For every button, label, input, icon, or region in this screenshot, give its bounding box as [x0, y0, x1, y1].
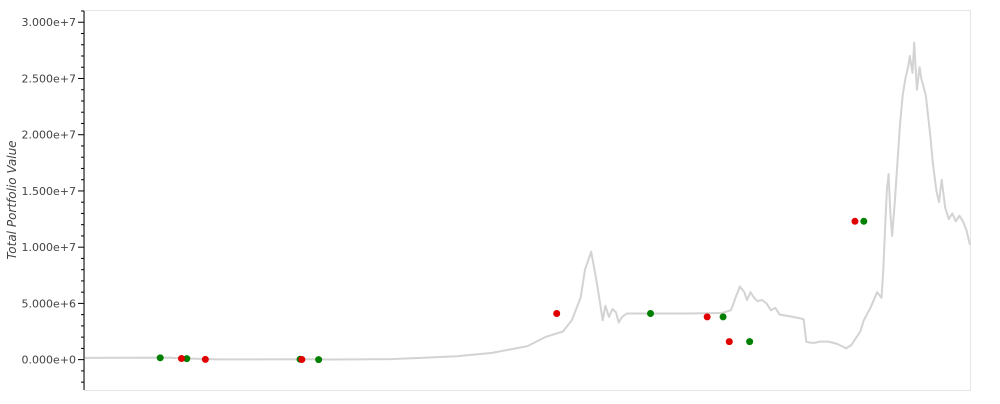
sell-point — [298, 356, 306, 364]
buy-point — [860, 217, 868, 225]
buy-point — [183, 355, 191, 363]
sell-point — [553, 310, 561, 318]
buy-point — [315, 356, 323, 364]
sell-point — [703, 313, 711, 321]
buy-point — [647, 310, 655, 318]
y-tick-label: 3.000e+7 — [22, 16, 76, 29]
y-tick-label: 1.000e+7 — [22, 241, 76, 254]
y-tick-label: 0.000e+0 — [22, 354, 76, 367]
y-tick-label: 5.000e+6 — [22, 297, 76, 310]
sell-point — [725, 338, 733, 346]
sell-point — [201, 355, 209, 363]
portfolio-value-line — [84, 41, 971, 361]
y-tick-label: 1.500e+7 — [22, 185, 76, 198]
series-layer — [84, 41, 971, 361]
buy-point — [746, 338, 754, 346]
y-tick-label: 2.000e+7 — [22, 129, 76, 142]
y-tick-label: 2.500e+7 — [22, 72, 76, 85]
buy-point — [156, 354, 164, 362]
sell-point — [851, 217, 859, 225]
sell-point — [177, 355, 185, 363]
y-axis-label: Total Portfolio Value — [5, 140, 19, 259]
y-axis: 0.000e+0 5.000e+6 1.000e+7 1.500e+7 2.000e+7… — [22, 10, 85, 390]
plot-border — [84, 10, 971, 391]
buy-point — [719, 313, 727, 321]
trade-points-layer — [156, 217, 868, 364]
